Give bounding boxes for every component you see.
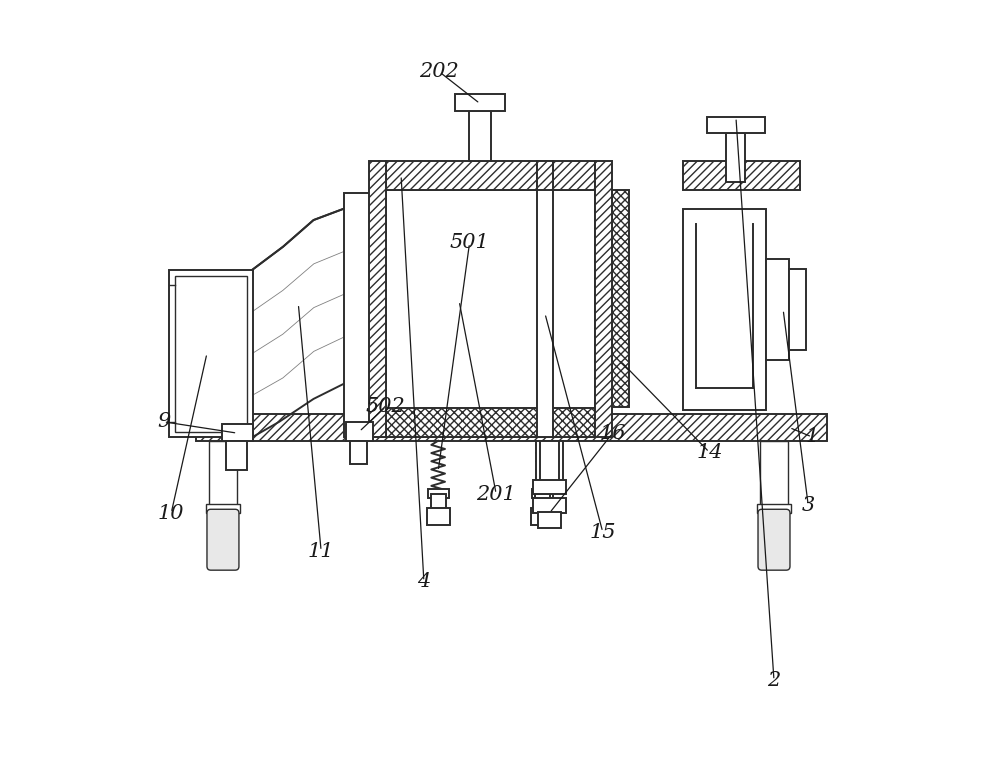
Bar [760, 441, 788, 509]
FancyBboxPatch shape [207, 509, 239, 570]
Bar [455, 95, 505, 112]
Bar [533, 498, 566, 513]
Bar [537, 160, 553, 190]
Bar [726, 133, 745, 182]
Bar [386, 190, 595, 437]
Bar [369, 160, 386, 437]
Bar [431, 494, 446, 509]
Bar [196, 414, 827, 441]
Bar [683, 160, 800, 190]
Text: 1: 1 [805, 428, 819, 446]
Text: 14: 14 [696, 443, 723, 462]
Polygon shape [169, 270, 253, 437]
Bar [789, 269, 806, 350]
Text: 201: 201 [476, 484, 516, 504]
Text: 9: 9 [157, 412, 170, 431]
Text: 11: 11 [308, 542, 334, 560]
Bar [346, 422, 373, 441]
Bar [386, 408, 595, 437]
Text: 202: 202 [419, 62, 459, 81]
Text: 10: 10 [158, 504, 184, 522]
Text: 3: 3 [802, 496, 815, 515]
Bar [206, 504, 240, 513]
Bar [428, 489, 449, 498]
Bar [532, 489, 553, 498]
Bar [212, 509, 234, 567]
Text: 2: 2 [767, 671, 781, 690]
Text: 501: 501 [450, 233, 489, 253]
Bar [535, 494, 550, 509]
Bar [386, 160, 595, 190]
Bar [344, 194, 386, 437]
Bar [612, 190, 629, 407]
Bar [537, 160, 553, 437]
Bar [538, 512, 561, 529]
Bar [427, 508, 450, 525]
Bar [350, 441, 367, 463]
Bar [707, 117, 765, 133]
Bar [766, 259, 789, 360]
Bar [595, 160, 612, 437]
Bar [536, 441, 563, 483]
FancyBboxPatch shape [758, 509, 790, 570]
Bar [226, 441, 247, 470]
Bar [469, 112, 491, 160]
Bar [222, 424, 253, 441]
Text: 502: 502 [366, 397, 406, 416]
Text: 4: 4 [417, 572, 431, 591]
Text: 16: 16 [599, 424, 626, 443]
Bar [209, 441, 237, 509]
Bar [757, 504, 791, 513]
Bar [683, 208, 766, 410]
Bar [533, 480, 566, 494]
Bar [175, 276, 247, 432]
Text: 15: 15 [590, 522, 616, 542]
Bar [531, 508, 554, 525]
Bar [763, 509, 785, 567]
